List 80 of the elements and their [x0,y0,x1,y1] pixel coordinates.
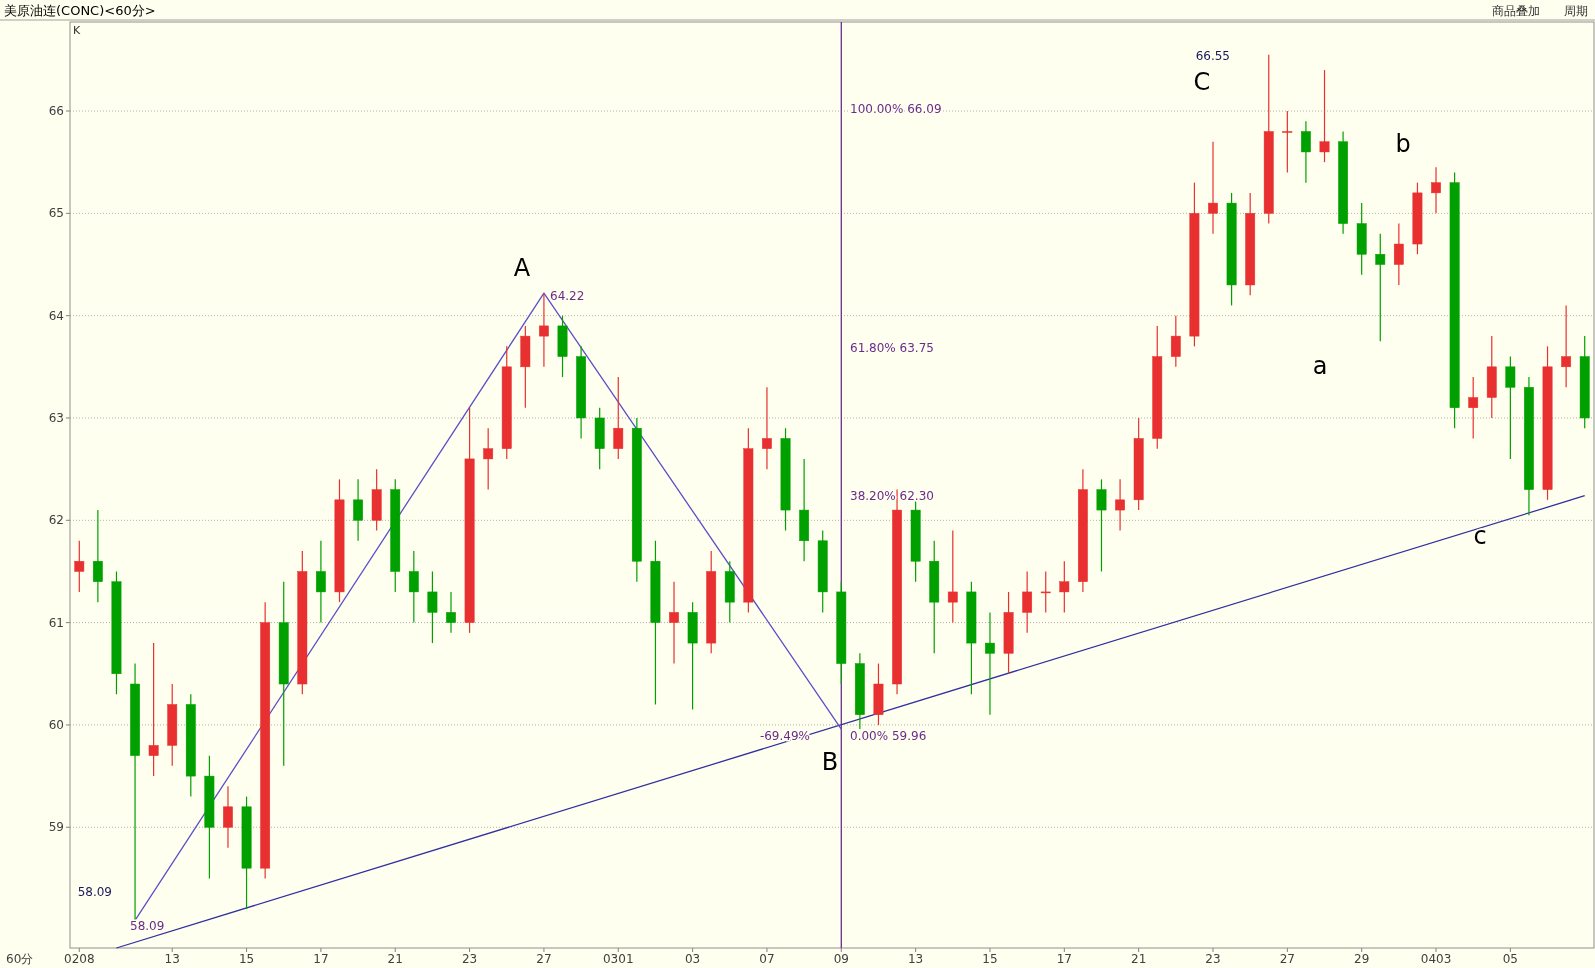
x-tick-label: 23 [461,952,478,966]
candlestick [353,478,363,542]
candlestick [1375,233,1386,342]
annotation: C [1193,68,1211,96]
candlestick [1282,110,1293,174]
x-tick-label: 09 [833,952,849,966]
candlestick [92,509,103,603]
candlestick [1561,304,1572,388]
x-tick-label: 29 [1354,952,1370,966]
candlestick [985,611,995,716]
x-tick-label: 15 [238,952,255,966]
x-tick-label: 17 [1056,952,1072,966]
candlestick [613,376,624,460]
y-tick-label: 60 [48,717,64,732]
candlestick [539,292,549,368]
x-tick-label: 0301 [602,952,634,966]
x-tick-label: 21 [387,952,403,966]
candlestick [1319,69,1330,163]
x-axis-title: 60分 [6,952,34,966]
candlestick [148,642,159,777]
x-tick-label: 07 [759,952,775,966]
x-tick-label: 03 [684,952,701,966]
y-tick-label: 59 [48,820,64,835]
y-tick-label: 62 [48,513,64,528]
x-tick-label: 0403 [1420,952,1452,966]
candlestick [316,540,326,624]
y-tick-label: 66 [48,104,64,119]
candlestick [1505,355,1516,460]
candlestick [427,570,438,644]
candlestick [483,427,494,491]
candlestick [1431,166,1441,214]
x-tick-label: 27 [536,952,552,966]
candlestick [74,540,85,593]
text: 商品叠加 [1492,4,1540,18]
candlestick [762,386,772,470]
annotation: 58.09 [130,919,165,933]
x-tick-label: 05 [1502,952,1519,966]
candlestick [1468,376,1479,440]
candlestick [1022,570,1033,634]
candlestick [1208,141,1218,235]
annotation: 38.20% 62.30 [850,489,934,503]
annotation: 66.55 [1195,49,1230,63]
y-tick-label: 64 [48,308,64,323]
x-tick-label: 27 [1279,952,1295,966]
x-tick-label: 15 [982,952,998,966]
candlestick [1115,478,1125,532]
y-tick-label: 65 [48,206,64,221]
annotation: 100.00% 66.09 [850,102,942,116]
annotation: b [1395,130,1411,158]
annotation: B [821,748,839,776]
x-tick-label: 21 [1131,952,1147,966]
candlestick [1059,560,1070,613]
annotation: 58.09 [77,885,112,899]
candlestick [408,550,419,624]
annotation: A [513,254,531,282]
annotation: c [1473,522,1487,550]
x-tick-label: 0208 [64,952,95,966]
x-tick-label: 23 [1205,952,1221,966]
x-tick-label: 17 [313,952,329,966]
candlestick [223,785,233,849]
candlestick [446,591,456,634]
candlestick [1096,478,1107,573]
annotation: 0.00% 59.96 [850,729,927,743]
candlestick [1170,315,1181,368]
annotation: K [73,24,81,37]
y-tick-label: 63 [48,410,64,425]
text: 周期 [1564,4,1588,18]
x-tick-label: 13 [164,952,180,966]
candlestick [1301,120,1311,184]
y-tick-label: 61 [48,615,64,630]
x-tick-label: 13 [907,952,924,966]
annotation: 64.22 [550,289,585,303]
chart-title: 美原油连(CONC)<60分> [4,3,156,18]
annotation: a [1312,352,1328,380]
annotation: 61.80% 63.75 [850,341,934,355]
candlestick [947,529,958,624]
candlestick [1393,222,1404,286]
candlestick [1040,570,1051,613]
candlestick [669,581,679,665]
annotation: -69.49% [759,729,810,743]
